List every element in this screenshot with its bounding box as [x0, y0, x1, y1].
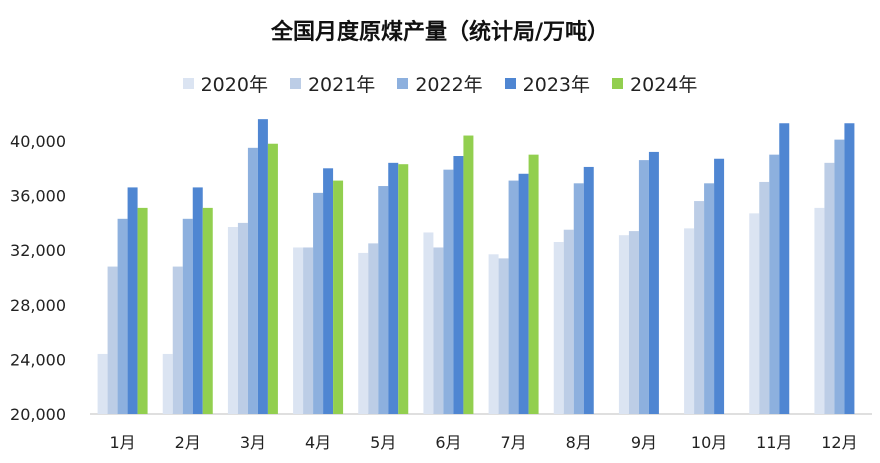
bar: [759, 181, 770, 414]
bar: [368, 243, 379, 414]
bar: [488, 254, 499, 414]
x-tick-label: 4月: [305, 433, 331, 452]
x-tick-label: 12月: [821, 433, 857, 452]
legend-swatch: [182, 78, 194, 89]
bar: [313, 192, 324, 414]
bar: [518, 173, 529, 414]
bar: [453, 156, 464, 414]
bar: [463, 135, 474, 415]
bar: [749, 213, 760, 414]
bar: [844, 123, 855, 414]
bar: [323, 168, 334, 414]
bar: [247, 147, 258, 414]
y-tick-label: 20,000: [10, 405, 66, 424]
bar: [257, 119, 268, 414]
bar: [508, 180, 519, 414]
y-tick-label: 24,000: [10, 350, 66, 369]
bar: [528, 154, 539, 414]
bar: [137, 207, 148, 414]
bar: [202, 207, 213, 414]
bar: [182, 218, 193, 414]
bar: [779, 123, 790, 414]
bar: [293, 247, 304, 414]
y-tick-label: 28,000: [10, 296, 66, 315]
bar: [684, 228, 695, 414]
legend-swatch: [397, 78, 409, 89]
x-tick-label: 3月: [240, 433, 266, 452]
legend-label: 2022年: [415, 74, 483, 96]
bar: [443, 169, 454, 414]
bar: [824, 162, 835, 414]
x-tick-label: 2月: [175, 433, 201, 452]
x-tick-label: 5月: [370, 433, 396, 452]
bar: [714, 158, 725, 414]
legend-item: 2022年: [397, 70, 483, 97]
bar: [638, 160, 649, 414]
bar: [834, 139, 845, 414]
bar: [237, 222, 248, 414]
bar: [388, 162, 399, 414]
bar: [162, 353, 173, 414]
bar: [358, 252, 369, 414]
bar: [618, 235, 629, 414]
legend: 2020年 2021年 2022年 2023年 2024年: [0, 70, 880, 97]
bar: [583, 166, 594, 414]
x-tick-label: 6月: [435, 433, 461, 452]
y-tick-label: 32,000: [10, 241, 66, 260]
legend-item: 2023年: [504, 70, 591, 97]
bar: [107, 266, 118, 414]
x-tick-label: 7月: [500, 433, 526, 452]
legend-item: 2020年: [182, 70, 268, 97]
bar: [127, 187, 138, 414]
chart-title: 全国月度原煤产量（统计局/万吨）: [270, 20, 610, 45]
bar: [117, 218, 128, 414]
bar: [573, 183, 584, 414]
bar: [648, 151, 659, 415]
x-tick-label: 8月: [566, 433, 592, 452]
legend-swatch: [289, 78, 301, 89]
bar: [378, 186, 389, 414]
bar: [303, 247, 314, 414]
legend-label: 2021年: [307, 74, 376, 96]
bar: [172, 266, 183, 414]
bar: [423, 232, 434, 414]
bar: [694, 201, 705, 414]
x-tick-label: 10月: [691, 433, 727, 452]
bar: [628, 231, 639, 414]
bar: [97, 353, 108, 414]
x-tick-label: 9月: [631, 433, 657, 452]
legend-swatch: [504, 78, 516, 89]
bar: [398, 164, 409, 414]
legend-swatch: [612, 78, 624, 89]
bar: [227, 226, 238, 414]
legend-label: 2020年: [200, 74, 268, 96]
x-tick-label: 1月: [109, 433, 135, 452]
bar: [814, 207, 825, 414]
legend-item: 2024年: [612, 70, 697, 97]
bar: [769, 154, 780, 414]
bar: [498, 258, 509, 414]
bar: [192, 187, 203, 414]
y-tick-label: 40,000: [10, 132, 66, 151]
bar: [333, 180, 344, 414]
legend-label: 2023年: [522, 74, 591, 96]
y-tick-label: 36,000: [10, 187, 66, 206]
legend-item: 2021年: [289, 70, 376, 97]
bar: [433, 247, 444, 414]
bar: [704, 183, 715, 414]
x-tick-label: 11月: [756, 433, 792, 452]
bar: [563, 229, 574, 414]
bar: [553, 242, 564, 414]
bar: [267, 143, 278, 415]
legend-label: 2024年: [630, 74, 698, 96]
